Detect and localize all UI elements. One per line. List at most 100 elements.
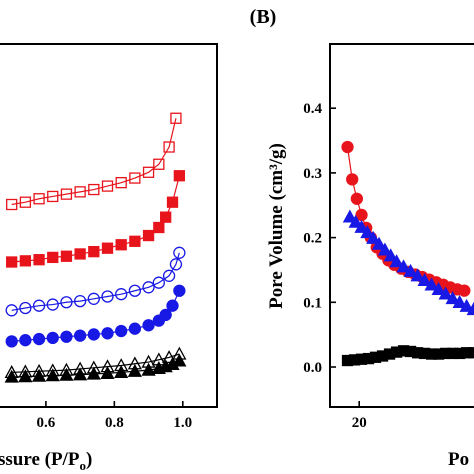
panel-b-data-point — [383, 248, 398, 262]
panel-a-data-point — [170, 112, 182, 124]
panel-a-data-point — [141, 362, 156, 376]
panel-a-x-tick-label: 1.0 — [173, 415, 192, 431]
panel-a-data-point — [88, 183, 100, 196]
panel-a-data-point — [19, 301, 32, 315]
panel-a-data-point — [142, 166, 155, 178]
panel-a-series-3 — [5, 284, 186, 348]
panel-a-data-point — [60, 330, 73, 343]
panel-b-data-point — [458, 284, 471, 297]
panel-a-data-point — [101, 290, 114, 303]
panel-b-data-point — [431, 282, 446, 296]
panel-a-series-line — [11, 252, 180, 311]
panel-b-y-axis-title: Pore Volume (cm³/g) — [266, 143, 287, 309]
panel-b-data-point — [346, 173, 359, 186]
panel-b-label: (B) — [250, 6, 277, 28]
panel-b-data-point — [403, 263, 418, 277]
panel-a-series-0 — [6, 112, 182, 211]
panel-a-data-point — [161, 350, 177, 364]
panel-a-series-5 — [4, 353, 187, 383]
panel-a-data-point — [142, 229, 155, 242]
panel-b-data-point — [371, 236, 387, 250]
panel-a-data-point — [129, 172, 141, 184]
panel-a-data-point — [114, 365, 129, 379]
panel-a: 0.6 0.8 1.0 ssure (P/Po) — [0, 43, 218, 473]
panel-a-data-point — [73, 294, 87, 308]
panel-b-data-point — [459, 298, 474, 312]
panel-a-data-point — [86, 366, 101, 380]
panel-b-x-tick-label: 20 — [352, 415, 367, 431]
panel-b-series-2 — [341, 345, 474, 367]
panel-a-data-point — [142, 319, 155, 332]
panel-b-y-tick-label: 0.4 — [303, 101, 322, 117]
panel-b-data-point — [417, 272, 432, 286]
panel-b-series-1 — [342, 209, 474, 316]
panel-a-data-point — [60, 188, 73, 200]
panel-a-data-point — [128, 284, 142, 297]
panel-b-data-point — [354, 219, 369, 233]
panel-b-data-point — [342, 209, 357, 223]
panel-b-data-point — [438, 286, 453, 300]
panel-a-data-point — [6, 256, 18, 268]
panel-a-x-tick-label: 0.6 — [37, 415, 56, 431]
panel-b-y-tick-label: 0.1 — [303, 295, 322, 311]
panel-b-data-point — [410, 268, 425, 282]
panel-a-frame — [0, 43, 218, 408]
panel-b-data-point — [445, 291, 460, 305]
panel-b-data-point — [341, 140, 354, 154]
panel-a-data-point — [6, 198, 18, 211]
panel-a-data-point — [74, 248, 86, 260]
panel-b-data-point — [389, 254, 404, 268]
panel-b-data-point — [360, 225, 375, 239]
panel-a-data-point — [45, 368, 60, 382]
panel-a-data-point — [127, 363, 142, 377]
panel-a-data-point — [159, 308, 172, 322]
panel-a-data-point — [60, 250, 73, 262]
panel-a-x-axis-title: ssure (P/Po) — [0, 449, 92, 473]
panel-a-data-point — [59, 367, 74, 381]
panel-b-data-point — [348, 214, 363, 228]
panel-a-data-point — [169, 258, 183, 271]
panel-a-data-point — [88, 245, 100, 258]
panel-a-data-point — [115, 324, 128, 338]
panel-b-x-axis-title: Po — [448, 449, 469, 470]
panel-a-data-point — [60, 296, 73, 309]
panel-a-data-point — [129, 235, 141, 247]
panel-a-data-point — [74, 186, 86, 198]
panel-a-data-point — [173, 246, 186, 259]
panel-b-data-point — [452, 294, 467, 308]
panel-a-data-point — [5, 335, 18, 348]
panel-b-data-point — [366, 230, 381, 244]
panel-a-data-point — [115, 288, 128, 301]
panel-a-data-point — [47, 190, 59, 203]
panel-a-data-point — [173, 284, 186, 297]
panel-a-data-point — [172, 353, 187, 367]
panel-a-data-point — [166, 196, 179, 208]
panel-b-data-point — [350, 192, 364, 205]
panel-b-y-tick-label: 0.3 — [303, 166, 322, 182]
panel-a-data-point — [166, 299, 179, 312]
panel-a-data-point — [101, 242, 114, 254]
panel-a-data-point — [73, 367, 88, 381]
panel-b: 0.0 0.1 0.2 0.3 0.4 20 Pore Volume (cm³/g) Po — [266, 43, 474, 470]
panel-a-series-line — [11, 353, 180, 373]
panel-a-data-point — [153, 158, 165, 170]
panel-a-series-2 — [5, 246, 186, 317]
panel-a-data-point — [46, 331, 59, 345]
panel-a-data-point — [73, 329, 87, 342]
panel-b-data-point — [396, 259, 411, 273]
panel-a-data-point — [19, 255, 32, 267]
panel-b-y-tick-label: 0.2 — [303, 231, 322, 247]
panel-a-data-point — [153, 221, 165, 234]
panel-a-data-point — [101, 327, 114, 340]
panel-a-data-point — [142, 281, 155, 294]
panel-a-data-point — [46, 298, 59, 311]
panel-a-data-point — [152, 276, 165, 289]
panel-a-data-point — [19, 196, 32, 208]
panel-a-data-point — [128, 322, 142, 335]
panel-a-data-point — [4, 369, 19, 383]
panel-a-data-point — [47, 251, 59, 264]
panel-a-data-point — [162, 269, 176, 282]
panel-a-data-point — [5, 304, 18, 317]
panel-b-frame — [329, 43, 474, 408]
